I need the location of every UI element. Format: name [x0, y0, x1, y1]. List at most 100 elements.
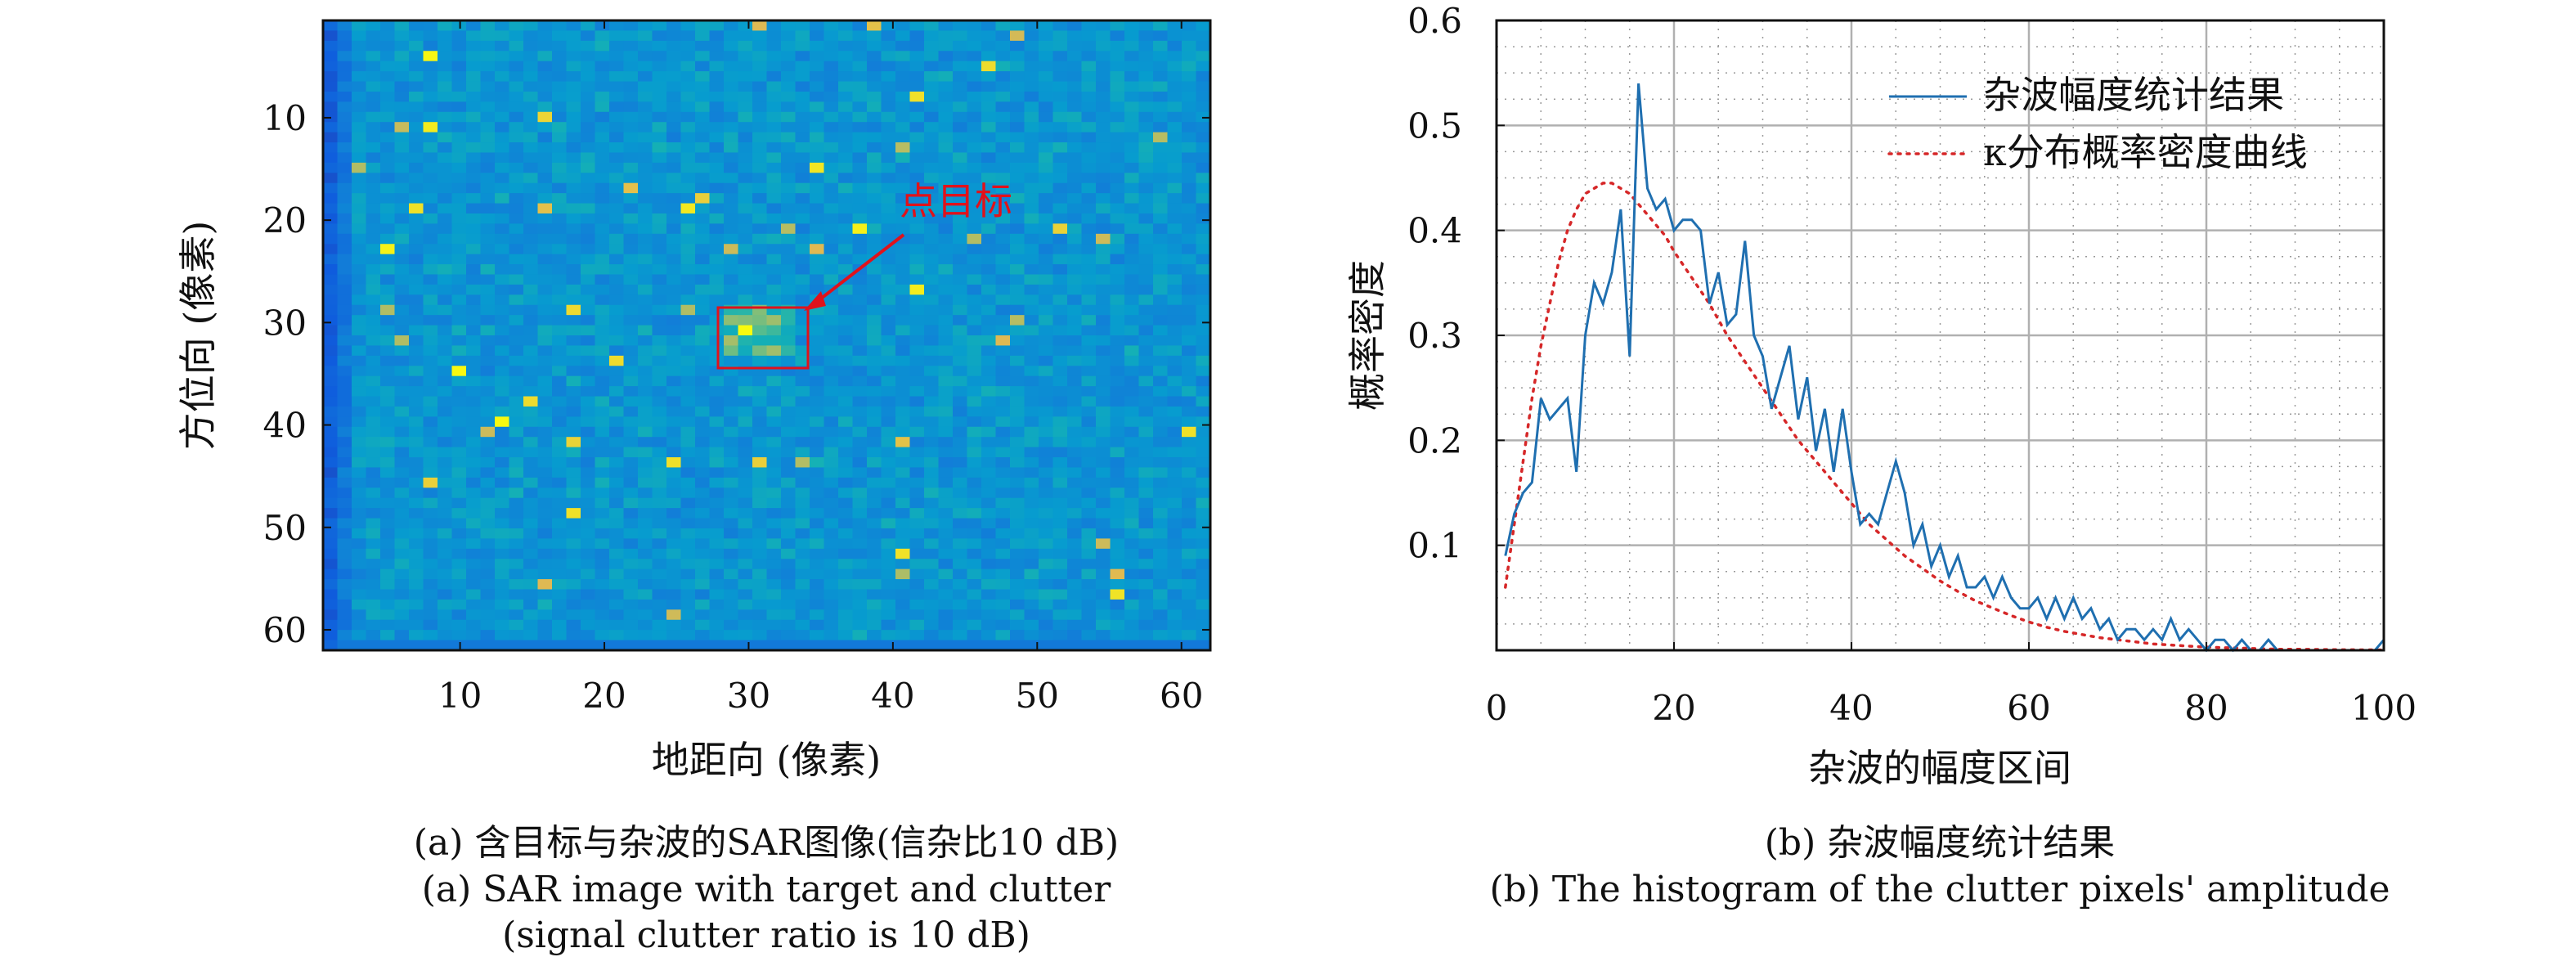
heatmap-cell: [1024, 477, 1039, 488]
heatmap-cell: [451, 182, 467, 194]
heatmap-cell: [495, 609, 510, 621]
heatmap-cell: [953, 528, 968, 539]
heatmap-cell: [566, 345, 581, 357]
heatmap-cell: [838, 396, 854, 407]
heatmap-cell: [738, 20, 753, 32]
heatmap-cell: [709, 51, 725, 62]
heatmap-cell: [323, 589, 339, 600]
heatmap-cell: [738, 71, 753, 83]
heatmap-cell: [595, 40, 610, 52]
heatmap-cell: [595, 193, 610, 204]
heatmap-cell: [695, 111, 711, 123]
heatmap-cell: [1124, 81, 1140, 92]
heatmap-cell: [852, 223, 868, 235]
heatmap-cell: [451, 366, 467, 377]
heatmap-cell: [967, 30, 982, 42]
heatmap-cell: [695, 619, 711, 631]
histogram-caption-en: (b) The histogram of the clutter pixels'…: [1489, 869, 2390, 910]
heatmap-cell: [981, 589, 997, 600]
heatmap-cell: [352, 416, 367, 428]
heatmap-cell: [337, 375, 352, 387]
heatmap-cell: [881, 304, 896, 316]
heatmap-cell: [566, 294, 581, 306]
heatmap-cell: [1182, 30, 1197, 42]
heatmap-cell: [953, 477, 968, 488]
heatmap-cell: [838, 173, 854, 184]
heatmap-cell: [480, 111, 496, 123]
heatmap-cell: [1024, 396, 1039, 407]
heatmap-cell: [638, 640, 653, 651]
heatmap-cell: [1052, 325, 1068, 336]
heatmap-cell: [1182, 457, 1197, 469]
heatmap-cell: [394, 315, 410, 326]
heatmap-cell: [466, 487, 482, 499]
heatmap-cell: [1010, 630, 1025, 641]
heatmap-cell: [709, 426, 725, 438]
heatmap-cell: [1124, 304, 1140, 316]
heatmap-cell: [953, 233, 968, 245]
heatmap-cell: [495, 142, 510, 154]
heatmap-cell: [652, 193, 667, 204]
heatmap-cell: [909, 568, 925, 580]
heatmap-cell: [824, 325, 839, 336]
sar-axes-frame: [321, 19, 1212, 652]
heatmap-cell: [824, 437, 839, 448]
heatmap-cell: [495, 426, 510, 438]
heatmap-cell: [409, 568, 424, 580]
heatmap-cell: [352, 81, 367, 92]
heatmap-cell: [895, 274, 911, 285]
heatmap-cell: [495, 162, 510, 173]
heatmap-cell: [466, 457, 482, 469]
heatmap-cell: [495, 589, 510, 600]
heatmap-cell: [337, 325, 352, 336]
heatmap-cell: [895, 294, 911, 306]
heatmap-cell: [537, 294, 553, 306]
sar-y-tick-label: 10: [263, 98, 307, 138]
heatmap-cell: [1024, 548, 1039, 559]
heatmap-cell: [810, 132, 825, 143]
heatmap-cell: [394, 61, 410, 72]
heatmap-cell: [638, 274, 653, 285]
heatmap-cell: [652, 304, 667, 316]
heatmap-cell: [1124, 467, 1140, 479]
heatmap-cell: [366, 508, 381, 519]
heatmap-cell: [766, 538, 782, 550]
heatmap-cell: [709, 447, 725, 458]
heatmap-cell: [967, 386, 982, 398]
heatmap-cell: [495, 640, 510, 651]
heatmap-cell: [867, 304, 882, 316]
heatmap-cell: [995, 426, 1011, 438]
heatmap-cell: [1153, 173, 1169, 184]
heatmap-cell: [495, 20, 510, 32]
heatmap-cell: [409, 538, 424, 550]
heatmap-cell: [1096, 548, 1111, 559]
heatmap-cell: [394, 528, 410, 539]
heatmap-cell: [638, 559, 653, 570]
sar-y-tick-label: 60: [263, 610, 307, 650]
heatmap-cell: [1110, 396, 1125, 407]
heatmap-cell: [394, 406, 410, 417]
heatmap-cell: [623, 355, 639, 366]
heatmap-cell: [1196, 233, 1211, 245]
heatmap-cell: [981, 122, 997, 133]
heatmap-cell: [495, 599, 510, 610]
heatmap-cell: [895, 589, 911, 600]
heatmap-cell: [881, 528, 896, 539]
heatmap-cell: [981, 437, 997, 448]
heatmap-cell: [867, 335, 882, 347]
heatmap-cell: [810, 274, 825, 285]
heatmap-cell: [924, 294, 940, 306]
heatmap-cell: [953, 315, 968, 326]
heatmap-cell: [638, 213, 653, 224]
heatmap-cell: [1039, 386, 1054, 398]
heatmap-cell: [938, 122, 954, 133]
heatmap-cell: [623, 304, 639, 316]
heatmap-cell: [509, 447, 524, 458]
heatmap-cell: [680, 152, 696, 164]
heatmap-cell: [523, 640, 539, 651]
heatmap-cell: [581, 640, 596, 651]
heatmap-cell: [1124, 111, 1140, 123]
heatmap-cell: [1081, 152, 1097, 164]
sar-y-tick-label: 30: [263, 303, 307, 343]
heatmap-cell: [1138, 640, 1154, 651]
